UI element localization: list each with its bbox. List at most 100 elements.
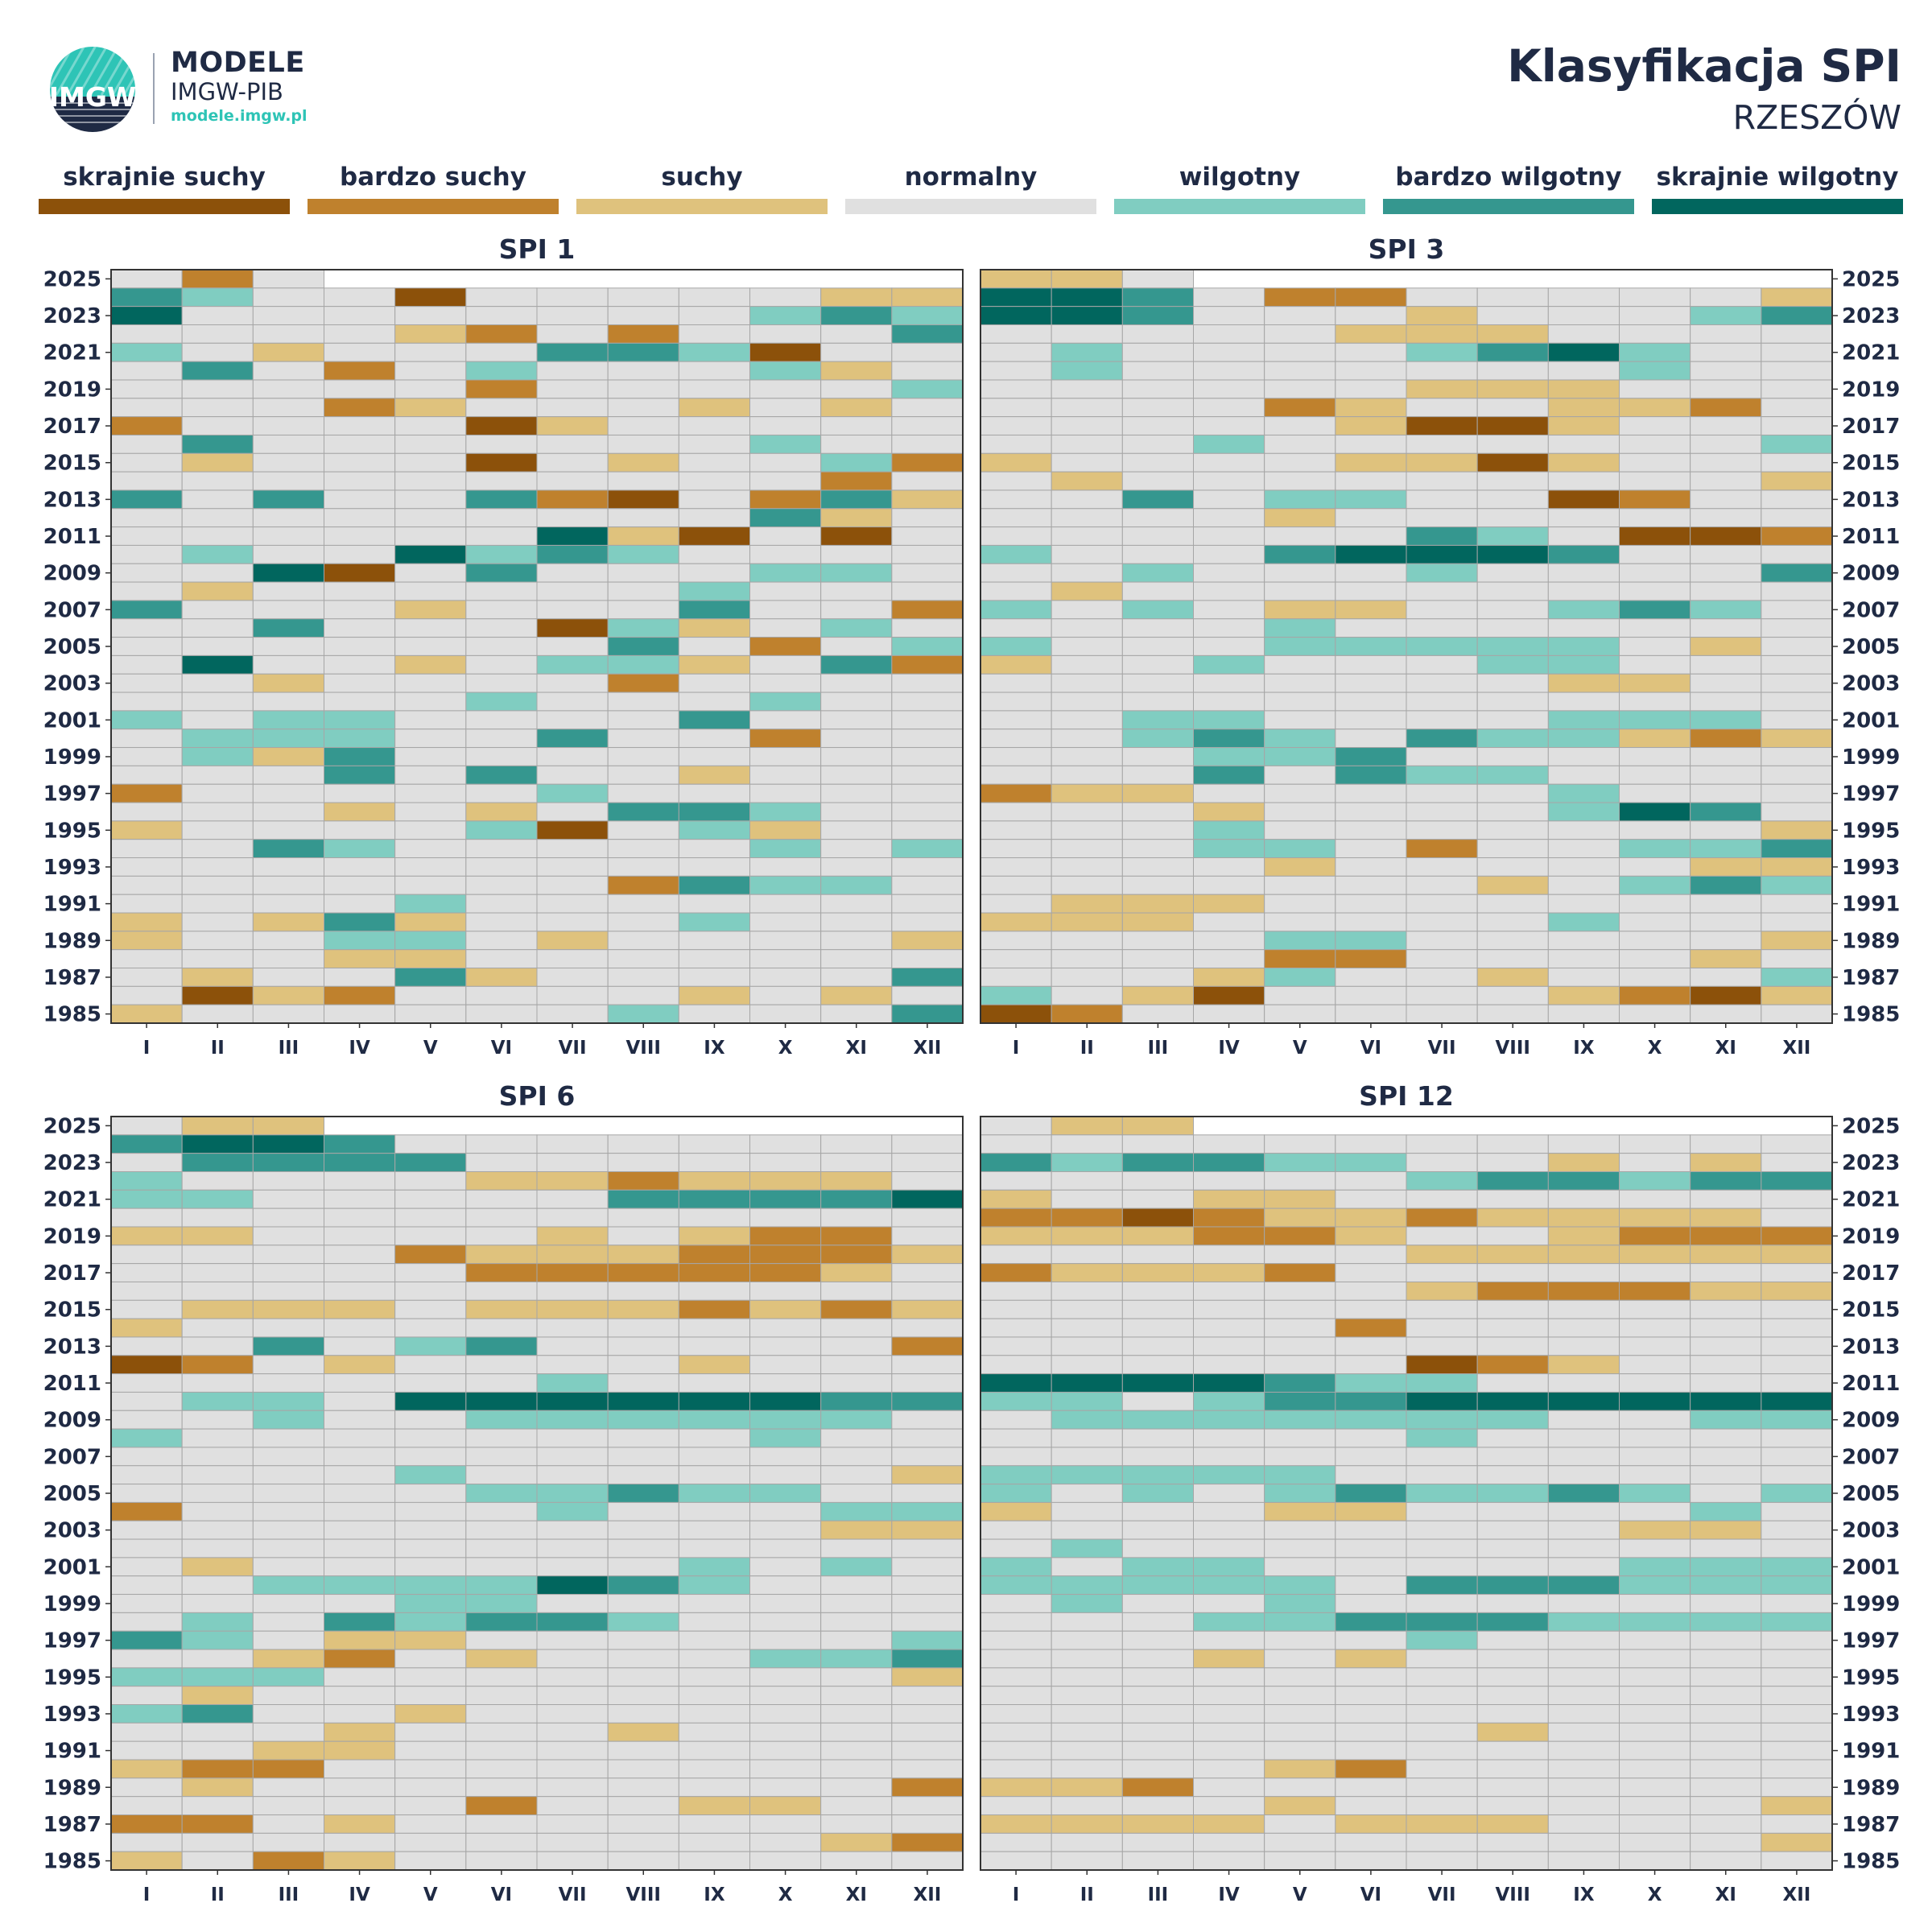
heatmap-cell xyxy=(465,1391,538,1411)
heatmap-cell xyxy=(1264,1520,1336,1540)
heatmap-cell xyxy=(1761,765,1833,785)
heatmap-cell xyxy=(891,434,964,454)
brand-url[interactable]: modele.imgw.pl xyxy=(171,107,308,125)
heatmap-cell xyxy=(252,1116,325,1136)
heatmap-cell xyxy=(1264,985,1336,1005)
heatmap-cell xyxy=(1761,1245,1833,1265)
heatmap-cell xyxy=(536,1281,609,1301)
heatmap-cell xyxy=(1619,1355,1691,1375)
heatmap-cell xyxy=(110,912,183,932)
heatmap-cell xyxy=(1264,1465,1336,1485)
year-label: 2011 xyxy=(1842,1372,1900,1396)
heatmap-cell xyxy=(891,563,964,583)
heatmap-cell xyxy=(678,489,750,510)
heatmap-cell xyxy=(1619,637,1691,656)
heatmap-cell xyxy=(1761,581,1833,601)
heatmap-cell xyxy=(1193,710,1265,730)
heatmap-cell xyxy=(1476,306,1549,325)
heatmap-cell xyxy=(252,637,325,656)
heatmap-cell xyxy=(181,968,254,987)
heatmap-cell xyxy=(1690,985,1762,1005)
heatmap-cell xyxy=(110,563,183,583)
heatmap-cell xyxy=(1406,857,1478,877)
heatmap-cell xyxy=(749,324,822,344)
heatmap-cell xyxy=(1121,839,1195,859)
heatmap-cell xyxy=(1264,1740,1336,1761)
year-label: 2005 xyxy=(43,1482,101,1506)
heatmap-cell xyxy=(110,654,183,675)
heatmap-cell xyxy=(1335,673,1407,693)
heatmap-cell xyxy=(536,1501,609,1521)
heatmap-cell xyxy=(1051,673,1123,693)
heatmap-cell xyxy=(1051,1501,1123,1521)
heatmap-cell xyxy=(110,1373,183,1393)
heatmap-cell xyxy=(252,1557,325,1577)
heatmap-cell xyxy=(1761,1263,1833,1282)
heatmap-cell xyxy=(820,324,893,344)
heatmap-cell xyxy=(181,618,254,638)
heatmap-cell xyxy=(1264,1318,1336,1338)
year-label: 1997 xyxy=(43,782,101,807)
heatmap-cell xyxy=(1406,747,1478,766)
heatmap-cell xyxy=(252,894,325,914)
heatmap-cell xyxy=(1619,1484,1691,1503)
heatmap-cell xyxy=(607,1189,679,1209)
heatmap-cell xyxy=(820,710,893,730)
heatmap-cell xyxy=(1761,1153,1833,1172)
heatmap-cell xyxy=(110,434,183,454)
heatmap-cell xyxy=(110,1170,183,1191)
heatmap-cell xyxy=(1121,1740,1195,1761)
heatmap-cell xyxy=(181,1777,254,1798)
heatmap-cell xyxy=(181,1391,254,1411)
heatmap-cell xyxy=(980,1465,1052,1485)
heatmap-cell xyxy=(394,654,467,675)
heatmap-cell xyxy=(891,1851,964,1871)
heatmap-cell xyxy=(465,1649,538,1669)
heatmap-cell xyxy=(1335,1355,1407,1375)
heatmap-cell xyxy=(181,563,254,583)
heatmap-cell xyxy=(1051,968,1123,987)
heatmap-cell xyxy=(181,729,254,749)
heatmap-cell xyxy=(252,691,325,712)
heatmap-cell xyxy=(394,1759,467,1779)
heatmap-cell xyxy=(1335,691,1407,712)
year-label: 2015 xyxy=(1842,1298,1900,1323)
heatmap-cell xyxy=(1121,526,1195,546)
panel-title: SPI 12 xyxy=(1359,1080,1454,1112)
heatmap-cell xyxy=(110,1134,183,1154)
heatmap-cell xyxy=(1051,544,1123,564)
heatmap-cell xyxy=(1761,600,1833,620)
heatmap-cell xyxy=(110,673,183,693)
heatmap-cell xyxy=(1335,1336,1407,1356)
heatmap-cell xyxy=(1193,1208,1265,1228)
heatmap-cell xyxy=(980,1410,1052,1430)
heatmap-cell xyxy=(891,1777,964,1798)
heatmap-cell xyxy=(394,471,467,491)
heatmap-cell xyxy=(1051,857,1123,877)
month-label: VI xyxy=(491,1885,512,1905)
heatmap-cell xyxy=(324,691,396,712)
heatmap-cell xyxy=(465,839,538,859)
heatmap-cell xyxy=(1264,729,1336,749)
heatmap-cell xyxy=(1335,544,1407,564)
heatmap-cell xyxy=(1051,1832,1123,1852)
heatmap-cell xyxy=(394,820,467,840)
heatmap-cell xyxy=(678,1667,750,1687)
heatmap-cell xyxy=(891,361,964,381)
heatmap-cell xyxy=(536,875,609,895)
heatmap-cell xyxy=(980,1667,1052,1687)
heatmap-cell xyxy=(980,1373,1052,1393)
heatmap-cell xyxy=(749,287,822,308)
heatmap-cell xyxy=(1264,802,1336,822)
heatmap-cell xyxy=(1547,398,1620,418)
heatmap-cell xyxy=(1619,894,1691,914)
heatmap-cell xyxy=(1335,1226,1407,1246)
year-label: 2019 xyxy=(1842,1224,1900,1249)
heatmap-cell xyxy=(252,1667,325,1687)
heatmap-cell xyxy=(1193,1245,1265,1265)
heatmap-cell xyxy=(1193,985,1265,1005)
heatmap-cell xyxy=(607,747,679,766)
heatmap-cell xyxy=(1619,1851,1691,1871)
heatmap-cell xyxy=(394,1336,467,1356)
heatmap-cell xyxy=(891,1428,964,1448)
